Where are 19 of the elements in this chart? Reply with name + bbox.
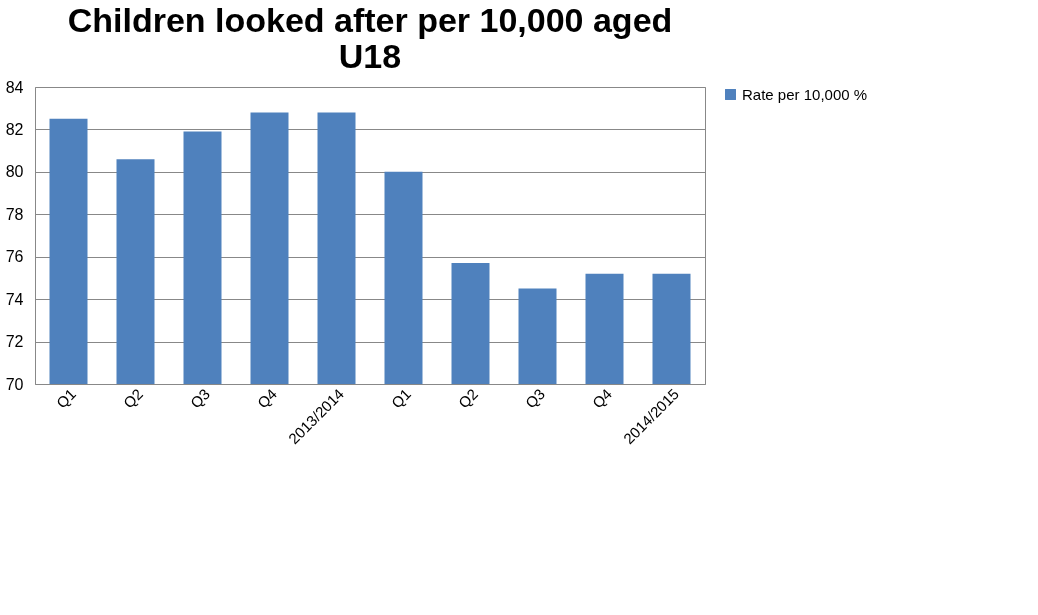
y-tick-label: 82 <box>5 120 24 138</box>
x-tick-label: Q1 <box>52 385 80 412</box>
y-tick-label: 84 <box>5 78 24 96</box>
x-tick-label: Q2 <box>454 385 482 412</box>
y-tick-label: 70 <box>5 375 24 393</box>
text: Children looked after per 10,000 aged <box>67 1 673 39</box>
x-tick-label: Q1 <box>387 385 415 412</box>
text: U18 <box>338 37 402 75</box>
x-tick-label: Q2 <box>119 385 147 412</box>
y-tick-label: 76 <box>5 248 24 266</box>
x-tick-label: Q3 <box>521 385 549 412</box>
y-tick-label: 74 <box>5 290 24 308</box>
x-tick-label: Q4 <box>588 385 616 412</box>
x-tick-label: Q3 <box>186 385 214 412</box>
y-tick-label: 72 <box>5 333 24 351</box>
x-tick-label: Q4 <box>253 385 281 412</box>
y-tick-label: 80 <box>5 163 24 181</box>
y-tick-label: 78 <box>5 205 24 223</box>
legend-label: Rate per 10,000 % <box>742 85 868 103</box>
